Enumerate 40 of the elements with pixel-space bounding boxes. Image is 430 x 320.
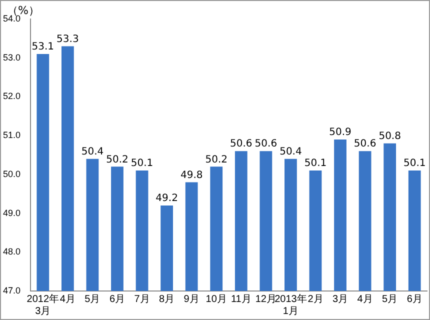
data-label: 50.8 bbox=[378, 130, 401, 142]
x-tick-label: 6月 bbox=[406, 294, 422, 305]
y-tick-label: 50.0 bbox=[2, 168, 21, 179]
x-tick-label: 5月 bbox=[382, 294, 398, 305]
data-label: 50.1 bbox=[403, 158, 426, 170]
x-tick-label: 12月 bbox=[255, 294, 276, 305]
data-label: 50.1 bbox=[130, 158, 154, 170]
data-label: 50.6 bbox=[254, 138, 278, 150]
x-tick-label: 9月 bbox=[184, 294, 200, 305]
y-tick-label: 52.0 bbox=[2, 91, 21, 102]
x-tick-label: 2013年 1月 bbox=[274, 292, 307, 317]
x-tick-label: 5月 bbox=[84, 294, 100, 305]
data-label: 50.4 bbox=[280, 146, 302, 158]
data-label: 50.6 bbox=[230, 138, 252, 150]
x-tick-label: 7月 bbox=[134, 294, 150, 305]
y-tick-label: 47.0 bbox=[2, 285, 21, 296]
y-tick-label: 54.0 bbox=[2, 13, 21, 24]
y-tick-label: 49.0 bbox=[2, 208, 21, 218]
data-label: 50.2 bbox=[205, 154, 228, 166]
y-tick-label: 53.0 bbox=[2, 52, 21, 62]
x-tick-label: 2012年 3月 bbox=[26, 292, 60, 317]
data-label: 53.3 bbox=[56, 34, 79, 45]
data-label: 50.1 bbox=[304, 158, 327, 170]
data-label: 49.2 bbox=[156, 193, 178, 204]
x-tick-label: 8月 bbox=[159, 294, 175, 305]
x-tick-label: 6月 bbox=[109, 294, 126, 305]
data-label: 50.2 bbox=[106, 154, 128, 166]
data-label: 49.8 bbox=[180, 170, 203, 181]
data-label: 50.9 bbox=[329, 127, 352, 138]
x-tick-label: 4月 bbox=[357, 294, 373, 305]
x-tick-label: 10月 bbox=[206, 294, 227, 305]
x-tick-label: 11月 bbox=[230, 294, 252, 305]
y-tick-label: 48.0 bbox=[2, 246, 21, 257]
data-label: 50.6 bbox=[354, 138, 376, 150]
x-tick-label: 3月 bbox=[332, 294, 348, 305]
data-label: 50.4 bbox=[81, 146, 104, 158]
y-tick-label: 51.0 bbox=[2, 130, 21, 140]
x-tick-label: 4月 bbox=[60, 294, 76, 305]
x-tick-label: 2月 bbox=[308, 294, 324, 305]
data-label: 53.1 bbox=[32, 42, 54, 53]
